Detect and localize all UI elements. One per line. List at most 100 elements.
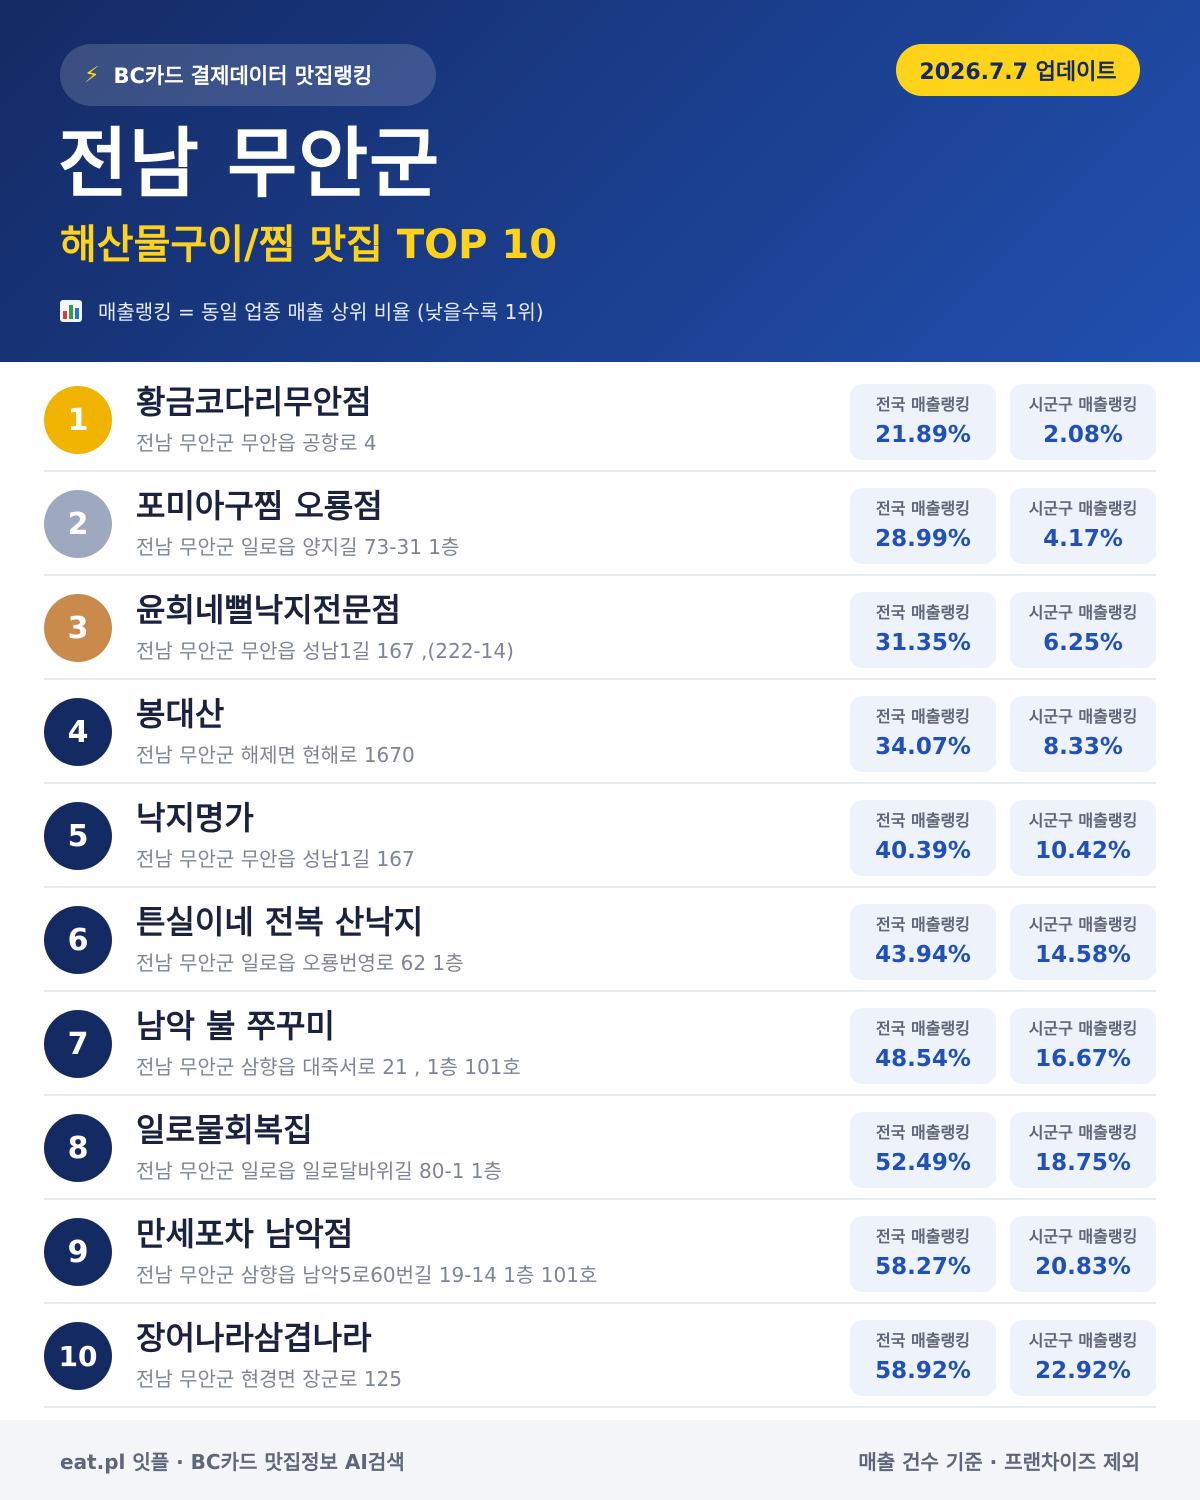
national-ranking-label: 전국 매출랭킹 (876, 811, 970, 830)
restaurant-name: 윤희네뻘낙지전문점 (136, 591, 401, 629)
national-ranking-label: 전국 매출랭킹 (876, 1019, 970, 1038)
region-title: 전남 무안군 (58, 119, 441, 208)
restaurant-address: 전남 무안군 삼향읍 대죽서로 21 , 1층 101호 (136, 1055, 521, 1079)
footer-source: eat.pl 잇플 · BC카드 맛집정보 AI검색 (60, 1449, 405, 1474)
local-ranking-value: 20.83% (1035, 1254, 1131, 1280)
rank-badge: 8 (44, 1114, 112, 1182)
source-badge: ⚡ BC카드 결제데이터 맛집랭킹 (60, 44, 436, 106)
restaurant-address: 전남 무안군 삼향읍 남악5로60번길 19-14 1층 101호 (136, 1263, 598, 1287)
rank-badge: 7 (44, 1010, 112, 1078)
restaurant-name: 봉대산 (136, 695, 225, 733)
national-ranking-card: 전국 매출랭킹 52.49% (850, 1112, 996, 1188)
local-ranking-card: 시군구 매출랭킹 14.58% (1010, 904, 1156, 980)
restaurant-row[interactable]: 3 윤희네뻘낙지전문점 전남 무안군 무안읍 성남1길 167 ,(222-14… (44, 576, 1156, 680)
national-ranking-card: 전국 매출랭킹 28.99% (850, 488, 996, 564)
national-ranking-card: 전국 매출랭킹 40.39% (850, 800, 996, 876)
national-ranking-label: 전국 매출랭킹 (876, 603, 970, 622)
local-ranking-label: 시군구 매출랭킹 (1028, 395, 1138, 414)
rank-badge: 3 (44, 594, 112, 662)
bar-chart-icon (60, 299, 82, 322)
national-ranking-label: 전국 매출랭킹 (876, 1227, 970, 1246)
national-ranking-value: 52.49% (875, 1150, 971, 1176)
local-ranking-label: 시군구 매출랭킹 (1028, 707, 1138, 726)
local-ranking-value: 14.58% (1035, 942, 1131, 968)
local-ranking-card: 시군구 매출랭킹 2.08% (1010, 384, 1156, 460)
rank-badge: 9 (44, 1218, 112, 1286)
local-ranking-label: 시군구 매출랭킹 (1028, 499, 1138, 518)
ranking-legend: 매출랭킹 = 동일 업종 매출 상위 비율 (낮을수록 1위) (60, 296, 544, 325)
restaurant-name: 튼실이네 전복 산낙지 (136, 903, 424, 941)
restaurant-address: 전남 무안군 일로읍 일로달바위길 80-1 1층 (136, 1159, 502, 1183)
rank-badge: 4 (44, 698, 112, 766)
restaurant-address: 전남 무안군 현경면 장군로 125 (136, 1367, 403, 1391)
local-ranking-card: 시군구 매출랭킹 20.83% (1010, 1216, 1156, 1292)
national-ranking-card: 전국 매출랭킹 21.89% (850, 384, 996, 460)
local-ranking-label: 시군구 매출랭킹 (1028, 1019, 1138, 1038)
national-ranking-label: 전국 매출랭킹 (876, 1331, 970, 1350)
national-ranking-card: 전국 매출랭킹 43.94% (850, 904, 996, 980)
restaurant-name: 낙지명가 (136, 799, 254, 837)
rank-badge: 1 (44, 386, 112, 454)
rank-badge: 6 (44, 906, 112, 974)
restaurant-address: 전남 무안군 무안읍 성남1길 167 ,(222-14) (136, 639, 514, 663)
source-label: BC카드 결제데이터 맛집랭킹 (113, 64, 373, 88)
restaurant-address: 전남 무안군 무안읍 성남1길 167 (136, 847, 415, 871)
header-banner: ⚡ BC카드 결제데이터 맛집랭킹 2026.7.7 업데이트 전남 무안군 해… (0, 0, 1200, 362)
national-ranking-label: 전국 매출랭킹 (876, 395, 970, 414)
rank-badge: 2 (44, 490, 112, 558)
local-ranking-value: 10.42% (1035, 838, 1131, 864)
local-ranking-value: 2.08% (1043, 422, 1123, 448)
local-ranking-value: 8.33% (1043, 734, 1123, 760)
restaurant-row[interactable]: 9 만세포차 남악점 전남 무안군 삼향읍 남악5로60번길 19-14 1층 … (44, 1200, 1156, 1304)
restaurant-address: 전남 무안군 일로읍 오룡번영로 62 1층 (136, 951, 464, 975)
restaurant-address: 전남 무안군 일로읍 양지길 73-31 1층 (136, 535, 460, 559)
restaurant-row[interactable]: 8 일로물회복집 전남 무안군 일로읍 일로달바위길 80-1 1층 전국 매출… (44, 1096, 1156, 1200)
local-ranking-card: 시군구 매출랭킹 10.42% (1010, 800, 1156, 876)
restaurant-name: 만세포차 남악점 (136, 1215, 354, 1253)
national-ranking-card: 전국 매출랭킹 31.35% (850, 592, 996, 668)
rank-badge: 10 (44, 1322, 112, 1390)
local-ranking-card: 시군구 매출랭킹 4.17% (1010, 488, 1156, 564)
local-ranking-value: 6.25% (1043, 630, 1123, 656)
local-ranking-label: 시군구 매출랭킹 (1028, 603, 1138, 622)
lightning-bolt-icon: ⚡ (84, 62, 100, 88)
restaurant-name: 일로물회복집 (136, 1111, 313, 1149)
local-ranking-label: 시군구 매출랭킹 (1028, 1331, 1138, 1350)
local-ranking-label: 시군구 매출랭킹 (1028, 1123, 1138, 1142)
restaurant-name: 장어나라삼겹나라 (136, 1319, 372, 1357)
national-ranking-value: 58.92% (875, 1358, 971, 1384)
restaurant-row[interactable]: 7 남악 불 쭈꾸미 전남 무안군 삼향읍 대죽서로 21 , 1층 101호 … (44, 992, 1156, 1096)
restaurant-row[interactable]: 6 튼실이네 전복 산낙지 전남 무안군 일로읍 오룡번영로 62 1층 전국 … (44, 888, 1156, 992)
restaurant-name: 남악 불 쭈꾸미 (136, 1007, 335, 1045)
national-ranking-value: 58.27% (875, 1254, 971, 1280)
national-ranking-value: 34.07% (875, 734, 971, 760)
restaurant-name: 황금코다리무안점 (136, 383, 372, 421)
restaurant-address: 전남 무안군 해제면 현해로 1670 (136, 743, 415, 767)
restaurant-name: 포미아구찜 오룡점 (136, 487, 383, 525)
national-ranking-label: 전국 매출랭킹 (876, 707, 970, 726)
legend-text: 매출랭킹 = 동일 업종 매출 상위 비율 (낮을수록 1위) (98, 300, 544, 324)
national-ranking-value: 43.94% (875, 942, 971, 968)
local-ranking-value: 16.67% (1035, 1046, 1131, 1072)
restaurant-row[interactable]: 1 황금코다리무안점 전남 무안군 무안읍 공항로 4 전국 매출랭킹 21.8… (44, 368, 1156, 472)
national-ranking-card: 전국 매출랭킹 48.54% (850, 1008, 996, 1084)
restaurant-row[interactable]: 4 봉대산 전남 무안군 해제면 현해로 1670 전국 매출랭킹 34.07%… (44, 680, 1156, 784)
footer: eat.pl 잇플 · BC카드 맛집정보 AI검색 매출 건수 기준 · 프랜… (0, 1420, 1200, 1500)
national-ranking-card: 전국 매출랭킹 58.92% (850, 1320, 996, 1396)
national-ranking-value: 40.39% (875, 838, 971, 864)
national-ranking-value: 21.89% (875, 422, 971, 448)
restaurant-row[interactable]: 10 장어나라삼겹나라 전남 무안군 현경면 장군로 125 전국 매출랭킹 5… (44, 1304, 1156, 1408)
local-ranking-value: 22.92% (1035, 1358, 1131, 1384)
national-ranking-card: 전국 매출랭킹 34.07% (850, 696, 996, 772)
local-ranking-value: 4.17% (1043, 526, 1123, 552)
national-ranking-value: 48.54% (875, 1046, 971, 1072)
national-ranking-label: 전국 매출랭킹 (876, 1123, 970, 1142)
local-ranking-card: 시군구 매출랭킹 16.67% (1010, 1008, 1156, 1084)
restaurant-address: 전남 무안군 무안읍 공항로 4 (136, 431, 377, 455)
restaurant-row[interactable]: 2 포미아구찜 오룡점 전남 무안군 일로읍 양지길 73-31 1층 전국 매… (44, 472, 1156, 576)
restaurant-row[interactable]: 5 낙지명가 전남 무안군 무안읍 성남1길 167 전국 매출랭킹 40.39… (44, 784, 1156, 888)
restaurant-list: 1 황금코다리무안점 전남 무안군 무안읍 공항로 4 전국 매출랭킹 21.8… (44, 368, 1156, 1408)
local-ranking-label: 시군구 매출랭킹 (1028, 811, 1138, 830)
local-ranking-card: 시군구 매출랭킹 18.75% (1010, 1112, 1156, 1188)
local-ranking-label: 시군구 매출랭킹 (1028, 915, 1138, 934)
